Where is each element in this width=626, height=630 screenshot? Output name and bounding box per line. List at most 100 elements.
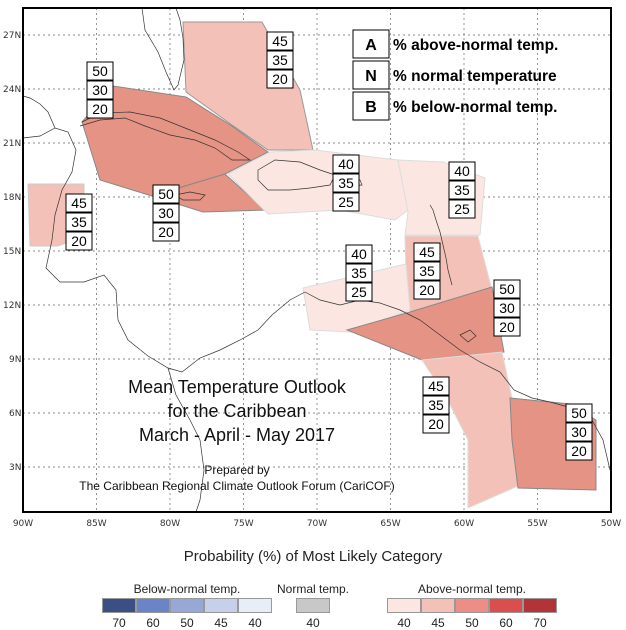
- lat-label: 21N: [3, 139, 21, 149]
- outlook-map: 27N 24N 21N 18N 15N 12N 9N 6N 3N 90W 85W…: [3, 7, 621, 529]
- swatch-value: 60: [146, 616, 160, 630]
- map-frame: [22, 7, 612, 513]
- outlook-regions: [27, 21, 597, 509]
- title-line: Mean Temperature Outlook: [128, 377, 347, 397]
- lon-label: 75W: [233, 519, 253, 529]
- swatch-value: 40: [306, 616, 320, 630]
- swatch: [136, 598, 170, 613]
- lon-label: 50W: [601, 519, 621, 529]
- above-normal-legend: Above-normal temp. 40 45 50 60 70: [387, 582, 557, 630]
- forecast-box: 45 35 20: [266, 31, 294, 89]
- lon-label: 85W: [86, 519, 106, 529]
- key-text-below: % below-normal temp.: [393, 99, 558, 116]
- above-normal-title: Above-normal temp.: [417, 582, 527, 596]
- lat-label: 12N: [3, 301, 21, 311]
- forecast-box: 50 30 20: [565, 403, 593, 461]
- above-value: 40: [351, 246, 367, 262]
- region-cuba: [81, 85, 269, 197]
- above-value: 45: [428, 378, 444, 394]
- probability-legend: Probability (%) of Most Likely Category …: [0, 540, 626, 630]
- key-letter-below: B: [365, 99, 377, 116]
- normal-value: 35: [419, 263, 435, 279]
- above-value: 50: [571, 405, 587, 421]
- title-line: March - April - May 2017: [139, 425, 335, 445]
- swatch: [523, 598, 557, 613]
- lon-label: 60W: [454, 519, 474, 529]
- swatch-value: 70: [533, 616, 547, 630]
- above-swatches: [387, 598, 557, 613]
- swatch-value: 45: [214, 616, 228, 630]
- normal-value: 35: [71, 214, 87, 230]
- swatch-value: 40: [397, 616, 411, 630]
- normal-legend: Normal temp. 40: [276, 582, 350, 630]
- title-line: for the Caribbean: [167, 401, 306, 421]
- swatch: [204, 598, 238, 613]
- swatch: [421, 598, 455, 613]
- normal-value: 35: [454, 182, 470, 198]
- key-letter-above: A: [365, 37, 377, 54]
- forecast-box: 45 35 20: [413, 242, 441, 300]
- forecast-box: 40 35 25: [448, 161, 476, 219]
- below-value: 20: [428, 416, 444, 432]
- key-letter-normal: N: [365, 68, 377, 85]
- swatch-value: 60: [499, 616, 513, 630]
- lat-label: 27N: [3, 31, 21, 41]
- swatch: [170, 598, 204, 613]
- swatch: [296, 598, 330, 613]
- longitude-axis: 90W 85W 80W 75W 70W 65W 60W 55W 50W: [13, 519, 621, 529]
- swatch: [387, 598, 421, 613]
- lon-label: 55W: [527, 519, 547, 529]
- lat-label: 9N: [9, 355, 21, 365]
- lat-label: 15N: [3, 247, 21, 257]
- swatch: [489, 598, 523, 613]
- below-normal-title: Below-normal temp.: [133, 582, 241, 596]
- above-value: 45: [272, 33, 288, 49]
- below-value: 20: [419, 282, 435, 298]
- key-text-normal: % normal temperature: [393, 68, 557, 85]
- swatch: [238, 598, 272, 613]
- forecast-box: 50 30 20: [493, 279, 521, 337]
- lat-label: 3N: [9, 463, 21, 473]
- below-value: 20: [71, 233, 87, 249]
- normal-value: 30: [571, 424, 587, 440]
- swatch-value: 50: [465, 616, 479, 630]
- swatch: [455, 598, 489, 613]
- lat-label: 18N: [3, 193, 21, 203]
- below-value: 20: [571, 443, 587, 459]
- normal-swatches: [276, 598, 350, 613]
- probability-legend-title: Probability (%) of Most Likely Category: [183, 548, 443, 565]
- map-title: Mean Temperature Outlook for the Caribbe…: [79, 377, 394, 493]
- normal-value: 35: [428, 397, 444, 413]
- forecast-box: 45 35 20: [65, 193, 93, 251]
- below-value: 25: [454, 201, 470, 217]
- above-value: 50: [158, 186, 174, 202]
- lon-label: 90W: [13, 519, 33, 529]
- below-value: 20: [499, 319, 515, 335]
- lat-label: 6N: [9, 409, 21, 419]
- swatch: [102, 598, 136, 613]
- below-swatches: [102, 598, 272, 613]
- lon-label: 80W: [160, 519, 180, 529]
- prepared-org: The Caribbean Regional Climate Outlook F…: [79, 479, 394, 493]
- latitude-axis: 27N 24N 21N 18N 15N 12N 9N 6N 3N: [3, 31, 21, 473]
- forecast-box: 50 30 20: [86, 61, 114, 119]
- forecast-box: 40 35 25: [332, 154, 360, 212]
- normal-title: Normal temp.: [276, 582, 350, 596]
- lon-label: 70W: [307, 519, 327, 529]
- swatch-value: 40: [248, 616, 262, 630]
- swatch-value: 50: [180, 616, 194, 630]
- below-value: 20: [272, 71, 288, 87]
- swatch-value: 70: [112, 616, 126, 630]
- key-text-above: % above-normal temp.: [393, 37, 558, 54]
- category-key: A N B % above-normal temp. % normal temp…: [352, 29, 558, 121]
- below-value: 25: [351, 284, 367, 300]
- normal-value: 30: [158, 205, 174, 221]
- above-value: 45: [419, 244, 435, 260]
- above-value: 50: [92, 63, 108, 79]
- above-value: 45: [71, 195, 87, 211]
- prepared-by: Prepared by: [204, 463, 269, 477]
- below-value: 20: [92, 101, 108, 117]
- lon-label: 65W: [380, 519, 400, 529]
- above-value: 50: [499, 281, 515, 297]
- swatch-value: 45: [431, 616, 445, 630]
